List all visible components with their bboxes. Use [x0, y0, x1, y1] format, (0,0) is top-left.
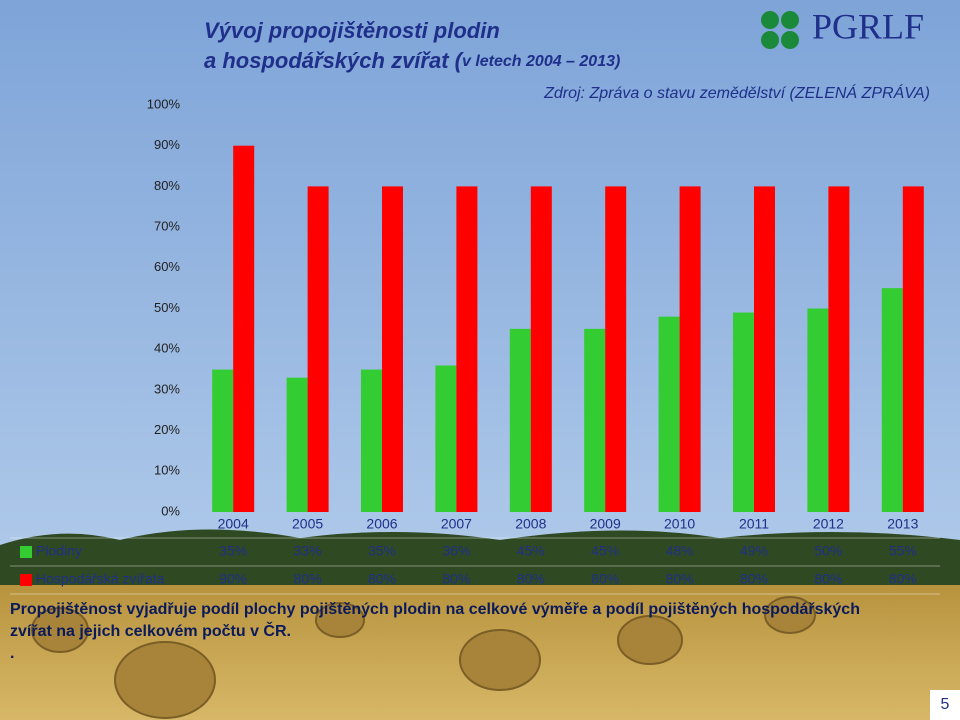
source: Zdroj: Zpráva o stavu zemědělství (ZELEN… — [543, 83, 930, 102]
value-label: 49% — [740, 543, 768, 559]
bar — [605, 186, 627, 512]
y-tick-label: 10% — [154, 463, 180, 478]
value-label: 33% — [294, 543, 322, 559]
y-tick-label: 30% — [154, 381, 180, 396]
footnote: zvířat na jejich celkovém počtu v ČR. — [10, 621, 291, 640]
x-tick-label: 2009 — [590, 516, 621, 532]
bar — [902, 186, 924, 512]
bar — [456, 186, 478, 512]
title-main: a hospodářských zvířat ( — [204, 48, 465, 73]
value-label: 80% — [368, 571, 396, 587]
bar — [435, 365, 457, 512]
value-label: 80% — [517, 571, 545, 587]
y-tick-label: 0% — [161, 503, 180, 518]
value-label: 80% — [666, 571, 694, 587]
bar — [658, 316, 680, 512]
logo-icon — [761, 11, 799, 49]
value-label: 45% — [591, 543, 619, 559]
x-tick-label: 2005 — [292, 516, 323, 532]
x-tick-label: 2004 — [218, 516, 249, 532]
value-label: 80% — [740, 571, 768, 587]
title-line: Vývoj propojištěnosti plodin — [204, 18, 500, 43]
bar — [584, 328, 606, 512]
footnote: . — [10, 645, 14, 662]
x-tick-label: 2007 — [441, 516, 472, 532]
title-line: a hospodářských zvířat (v letech 2004 – … — [204, 48, 620, 73]
bar — [530, 186, 552, 512]
value-label: 80% — [591, 571, 619, 587]
value-label: 50% — [814, 543, 842, 559]
value-label: 48% — [666, 543, 694, 559]
title-period: v letech 2004 – 2013) — [462, 53, 620, 70]
x-tick-label: 2010 — [664, 516, 695, 532]
value-label: 80% — [814, 571, 842, 587]
x-tick-label: 2012 — [813, 516, 844, 532]
plot: 0% 10% 20% 30% 40% 50% 60% 70% 80% 90% 100% Plodiny… — [10, 96, 940, 595]
legend-swatch — [20, 574, 32, 586]
x-tick-label: 2006 — [366, 516, 397, 532]
bar — [286, 377, 308, 512]
row-label: Plodiny — [36, 543, 82, 559]
x-tick-label: 2013 — [887, 516, 918, 532]
bar — [212, 369, 234, 512]
bar — [382, 186, 403, 512]
value-label: 55% — [889, 543, 917, 559]
x-tick-label: 2008 — [515, 516, 546, 532]
value-label: 80% — [294, 571, 322, 587]
bar — [307, 186, 329, 512]
bar — [881, 288, 903, 512]
y-tick-label: 70% — [154, 219, 180, 234]
value-label: 45% — [517, 543, 545, 559]
value-label: 80% — [442, 571, 470, 587]
value-label: 35% — [368, 543, 396, 559]
value-label: 36% — [442, 543, 470, 559]
page-number: 5 — [941, 696, 950, 713]
x-tick-label: 2011 — [739, 516, 769, 532]
y-tick-label: 20% — [154, 422, 180, 437]
y-tick-label: 60% — [154, 259, 180, 274]
bar — [807, 308, 829, 512]
bar — [679, 186, 701, 512]
bales — [31, 596, 816, 719]
bar — [361, 369, 382, 512]
logo: PGRLF — [812, 6, 924, 46]
bar — [754, 186, 775, 512]
value-label: 35% — [219, 543, 247, 559]
y-tick-label: 100% — [147, 96, 181, 111]
y-tick-label: 50% — [154, 300, 180, 315]
row-label: Hospodářská zvířata — [36, 571, 165, 587]
bar — [233, 145, 255, 512]
trees — [0, 529, 960, 590]
value-label: 80% — [889, 571, 917, 587]
page-number-box — [930, 690, 960, 720]
y-tick-label: 90% — [154, 137, 180, 152]
bar — [828, 186, 850, 512]
bar — [733, 312, 754, 512]
legend-swatch — [20, 546, 32, 558]
value-label: 90% — [219, 571, 247, 587]
footnote: Propojištěnost vyjadřuje podíl plochy po… — [10, 601, 860, 618]
y-tick-label: 40% — [154, 341, 180, 356]
bar — [509, 328, 531, 512]
y-tick-label: 80% — [154, 178, 180, 193]
